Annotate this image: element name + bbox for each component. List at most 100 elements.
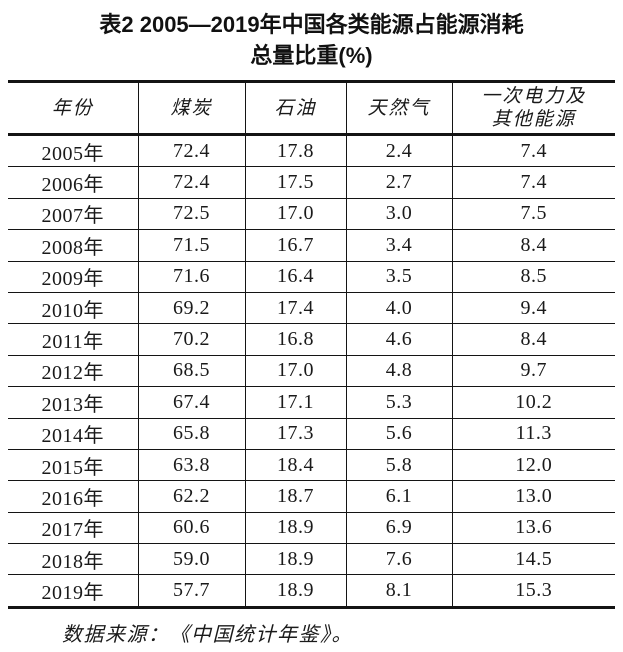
oil-value-cell: 17.1 [244, 386, 346, 419]
primary-electricity-value-cell: 14.5 [451, 543, 615, 575]
oil-value-cell: 16.8 [244, 323, 346, 356]
table-title-line2: 总量比重(%) [250, 43, 373, 68]
column-header-primary-electricity: 一次电力及 其他能源 [451, 81, 615, 136]
oil-value-cell: 18.7 [244, 480, 346, 513]
gas-value-cell: 6.1 [345, 480, 452, 513]
oil-value-cell: 17.4 [244, 291, 346, 324]
year-cell: 2008年 [8, 229, 138, 262]
oil-value-cell: 17.0 [244, 197, 346, 230]
gas-value-cell: 5.8 [345, 448, 452, 481]
year-cell: 2014年 [8, 417, 138, 450]
primary-electricity-value-cell: 10.2 [451, 386, 615, 419]
year-cell: 2019年 [8, 574, 138, 608]
coal-value-cell: 60.6 [137, 511, 245, 544]
coal-value-cell: 59.0 [137, 543, 245, 575]
coal-value-cell: 68.5 [137, 354, 245, 387]
primary-electricity-value-cell: 15.3 [451, 574, 615, 608]
table-row: 2005年 72.4 17.8 2.4 7.4 [8, 134, 615, 167]
primary-electricity-value-cell: 7.4 [451, 166, 615, 199]
year-cell: 2015年 [8, 448, 138, 481]
table-row: 2009年 71.6 16.4 3.5 8.5 [8, 260, 615, 293]
gas-value-cell: 5.6 [345, 417, 452, 450]
year-cell: 2006年 [8, 166, 138, 199]
primary-electricity-value-cell: 12.0 [451, 448, 615, 481]
oil-value-cell: 18.9 [244, 543, 346, 575]
data-source-note: 数据来源：《中国统计年鉴》。 [62, 623, 353, 646]
primary-electricity-value-cell: 7.4 [451, 134, 615, 167]
year-cell: 2005年 [41, 142, 104, 165]
gas-value-cell: 3.4 [345, 229, 452, 262]
gas-value-cell: 2.7 [345, 166, 452, 199]
table-row: 2007年 72.5 17.0 3.0 7.5 [8, 197, 615, 230]
gas-value-cell: 4.6 [345, 323, 452, 356]
table-row: 2014年 65.8 17.3 5.6 11.3 [8, 417, 615, 450]
column-header-year: 年份 [8, 81, 138, 136]
table-header-row: 年份 煤炭 石油 天然气 一次电力及 其他能源 [8, 81, 615, 136]
coal-value-cell: 69.2 [137, 291, 245, 324]
year-cell: 2018年 [8, 543, 138, 575]
column-header-coal: 煤炭 [137, 81, 245, 136]
gas-value-cell: 3.5 [345, 260, 452, 293]
table-row: 2006年 72.4 17.5 2.7 7.4 [8, 166, 615, 199]
primary-electricity-value-cell: 8.4 [451, 229, 615, 262]
gas-value-cell: 5.3 [345, 386, 452, 419]
oil-value-cell: 18.4 [244, 448, 346, 481]
gas-value-cell: 4.8 [345, 354, 452, 387]
coal-value-cell: 71.5 [137, 229, 245, 262]
coal-value-cell: 72.4 [137, 166, 245, 199]
table-row: 2012年 68.5 17.0 4.8 9.7 [8, 354, 615, 387]
primary-electricity-value-cell: 9.7 [451, 354, 615, 387]
table-body: 2005年 72.4 17.8 2.4 7.4 2006年 72.4 17.5 … [8, 134, 615, 608]
coal-value-cell: 72.4 [137, 134, 245, 167]
oil-value-cell: 18.9 [244, 574, 346, 608]
primary-electricity-value-cell: 7.5 [451, 197, 615, 230]
energy-consumption-table: 年份 煤炭 石油 天然气 一次电力及 其他能源 2005年 72.4 17.8 … [8, 80, 615, 609]
oil-value-cell: 17.8 [244, 134, 346, 167]
table-row: 2010年 69.2 17.4 4.0 9.4 [8, 291, 615, 324]
gas-value-cell: 2.4 [345, 134, 452, 167]
primary-electricity-value-cell: 9.4 [451, 291, 615, 324]
table-title-line1: 表2 2005—2019年中国各类能源占能源消耗 [99, 12, 524, 37]
table-row: 2017年 60.6 18.9 6.9 13.6 [8, 511, 615, 544]
table-row: 2011年 70.2 16.8 4.6 8.4 [8, 323, 615, 356]
column-header-gas: 天然气 [345, 81, 452, 136]
table-row: 2013年 67.4 17.1 5.3 10.2 [8, 386, 615, 419]
oil-value-cell: 16.7 [244, 229, 346, 262]
primary-electricity-value-cell: 11.3 [451, 417, 615, 450]
coal-value-cell: 62.2 [137, 480, 245, 513]
table-row: 2018年 59.0 18.9 7.6 14.5 [8, 543, 615, 575]
oil-value-cell: 17.0 [244, 354, 346, 387]
table-row: 2019年 57.7 18.9 8.1 15.3 [8, 574, 615, 608]
year-cell: 2012年 [8, 354, 138, 387]
gas-value-cell: 3.0 [345, 197, 452, 230]
table-row: 2016年 62.2 18.7 6.1 13.0 [8, 480, 615, 513]
coal-value-cell: 70.2 [137, 323, 245, 356]
year-cell: 2013年 [8, 386, 138, 419]
coal-value-cell: 67.4 [137, 386, 245, 419]
year-cell: 2011年 [8, 323, 138, 356]
column-header-oil: 石油 [244, 81, 346, 136]
table-row: 2008年 71.5 16.7 3.4 8.4 [8, 229, 615, 262]
coal-value-cell: 71.6 [137, 260, 245, 293]
oil-value-cell: 16.4 [244, 260, 346, 293]
table-row: 2015年 63.8 18.4 5.8 12.0 [8, 448, 615, 481]
primary-electricity-value-cell: 13.6 [451, 511, 615, 544]
oil-value-cell: 17.5 [244, 166, 346, 199]
coal-value-cell: 57.7 [137, 574, 245, 608]
primary-electricity-value-cell: 8.4 [451, 323, 615, 356]
year-cell: 2010年 [8, 291, 138, 324]
coal-value-cell: 72.5 [137, 197, 245, 230]
gas-value-cell: 7.6 [345, 543, 452, 575]
year-cell: 2016年 [8, 480, 138, 513]
primary-electricity-value-cell: 8.5 [451, 260, 615, 293]
gas-value-cell: 4.0 [345, 291, 452, 324]
gas-value-cell: 6.9 [345, 511, 452, 544]
gas-value-cell: 8.1 [345, 574, 452, 608]
year-cell: 2017年 [8, 511, 138, 544]
table-title: 表2 2005—2019年中国各类能源占能源消耗 总量比重(%) [0, 0, 623, 71]
coal-value-cell: 65.8 [137, 417, 245, 450]
oil-value-cell: 17.3 [244, 417, 346, 450]
year-cell: 2007年 [8, 197, 138, 230]
coal-value-cell: 63.8 [137, 448, 245, 481]
